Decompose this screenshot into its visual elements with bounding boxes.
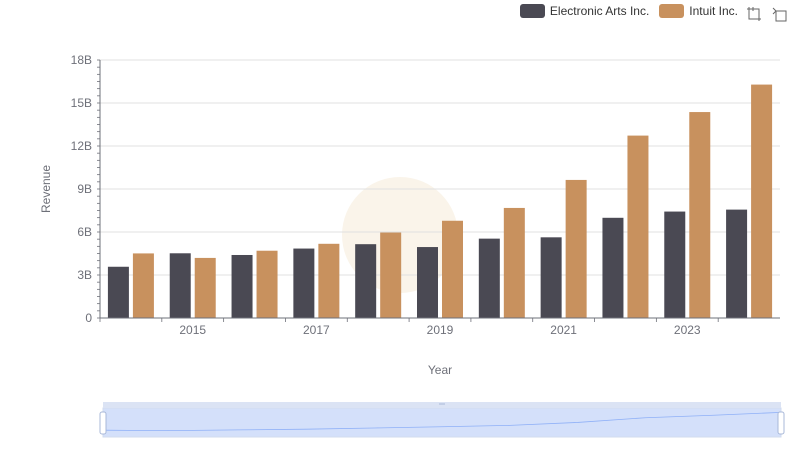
data-zoom-icon[interactable] bbox=[746, 6, 762, 22]
legend-label-intuit: Intuit Inc. bbox=[689, 4, 738, 18]
legend-item-electronic-arts[interactable]: Electronic Arts Inc. bbox=[519, 4, 650, 18]
y-axis-label: Revenue bbox=[39, 165, 53, 213]
bar-intuit-2020[interactable] bbox=[503, 207, 525, 318]
y-tick-label: 12B bbox=[71, 139, 92, 153]
restore-icon[interactable] bbox=[772, 6, 788, 22]
bar-electronic-arts-2016[interactable] bbox=[231, 254, 253, 318]
bar-intuit-2017[interactable] bbox=[318, 243, 340, 318]
bar-electronic-arts-2020[interactable] bbox=[478, 238, 500, 318]
zoom-handle-left[interactable] bbox=[99, 411, 107, 435]
bar-electronic-arts-2017[interactable] bbox=[293, 248, 315, 318]
axes: 0 3B 6B 9B 12B 15B 18B 2015 2017 2019 2021 2023 bbox=[71, 53, 780, 337]
legend-label-electronic-arts: Electronic Arts Inc. bbox=[549, 4, 650, 18]
x-axis-label: Year bbox=[428, 363, 452, 377]
bar-intuit-2016[interactable] bbox=[256, 250, 278, 318]
bar-electronic-arts-2019[interactable] bbox=[417, 247, 438, 318]
zoom-top-bar[interactable] bbox=[103, 402, 781, 408]
zoom-thumbnail-line bbox=[102, 411, 782, 432]
y-tick-label: 3B bbox=[77, 268, 92, 282]
data-zoom-slider[interactable] bbox=[99, 402, 785, 438]
zoom-handle-right[interactable] bbox=[777, 411, 785, 435]
legend-item-intuit[interactable]: Intuit Inc. bbox=[659, 4, 738, 18]
y-tick-label: 9B bbox=[77, 182, 92, 196]
bar-electronic-arts-2023[interactable] bbox=[664, 211, 686, 318]
x-tick-label: 2015 bbox=[179, 323, 206, 337]
x-tick-label: 2023 bbox=[674, 323, 701, 337]
bar-intuit-2021[interactable] bbox=[565, 179, 587, 318]
x-tick-label: 2021 bbox=[550, 323, 577, 337]
y-tick-label: 6B bbox=[77, 225, 92, 239]
bar-electronic-arts-2014[interactable] bbox=[107, 266, 129, 318]
bar-electronic-arts-2015[interactable] bbox=[169, 253, 191, 318]
bar-intuit-2015[interactable] bbox=[194, 257, 216, 318]
bar-intuit-2014[interactable] bbox=[132, 253, 154, 318]
bar-intuit-2019[interactable] bbox=[442, 220, 463, 318]
bar-electronic-arts-2024[interactable] bbox=[726, 209, 748, 318]
x-tick-label: 2017 bbox=[303, 323, 330, 337]
toolbox bbox=[746, 6, 788, 22]
x-tick-label: 2019 bbox=[427, 323, 454, 337]
bar-intuit-2024[interactable] bbox=[751, 84, 773, 318]
bars-group bbox=[107, 84, 773, 318]
y-tick-label: 15B bbox=[71, 96, 92, 110]
bar-intuit-2023[interactable] bbox=[689, 112, 711, 318]
legend-swatch-electronic-arts bbox=[519, 4, 545, 18]
bar-intuit-2022[interactable] bbox=[627, 135, 649, 318]
y-tick-label: 0 bbox=[85, 311, 92, 325]
bar-intuit-2018[interactable] bbox=[380, 232, 402, 318]
legend-swatch-intuit bbox=[659, 4, 685, 18]
zoom-window bbox=[102, 407, 782, 438]
legend: Electronic Arts Inc. Intuit Inc. bbox=[519, 4, 738, 18]
bar-electronic-arts-2022[interactable] bbox=[602, 217, 624, 318]
y-tick-label: 18B bbox=[71, 53, 92, 67]
bar-electronic-arts-2021[interactable] bbox=[540, 237, 562, 318]
bar-electronic-arts-2018[interactable] bbox=[355, 244, 377, 318]
